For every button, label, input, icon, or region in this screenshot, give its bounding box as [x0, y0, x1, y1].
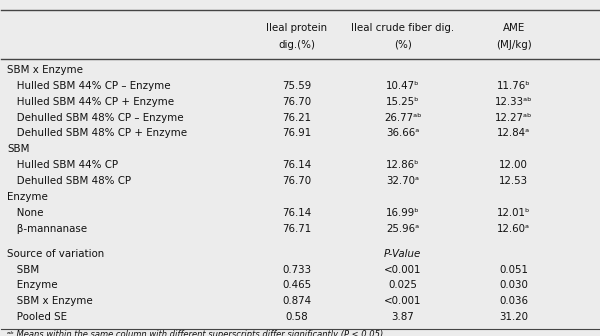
Text: <0.001: <0.001	[384, 264, 421, 275]
Text: β-mannanase: β-mannanase	[7, 224, 88, 234]
Text: 15.25ᵇ: 15.25ᵇ	[386, 97, 419, 107]
Text: 16.99ᵇ: 16.99ᵇ	[386, 208, 419, 218]
Text: 12.86ᵇ: 12.86ᵇ	[386, 160, 419, 170]
Text: Ileal protein: Ileal protein	[266, 23, 328, 33]
Text: Dehulled SBM 48% CP – Enzyme: Dehulled SBM 48% CP – Enzyme	[7, 113, 184, 123]
Text: 76.21: 76.21	[283, 113, 311, 123]
Text: 0.874: 0.874	[283, 296, 311, 306]
Text: (MJ/kg): (MJ/kg)	[496, 40, 532, 50]
Text: Pooled SE: Pooled SE	[7, 312, 67, 322]
Text: Enzyme: Enzyme	[7, 281, 58, 291]
Text: Hulled SBM 44% CP: Hulled SBM 44% CP	[7, 160, 118, 170]
Text: 76.70: 76.70	[283, 97, 311, 107]
Text: dig.(%): dig.(%)	[278, 40, 316, 50]
Text: Dehulled SBM 48% CP: Dehulled SBM 48% CP	[7, 176, 131, 186]
Text: 0.733: 0.733	[283, 264, 311, 275]
Text: SBM x Enzyme: SBM x Enzyme	[7, 65, 83, 75]
Text: Ileal crude fiber dig.: Ileal crude fiber dig.	[351, 23, 454, 33]
Text: 12.33ᵃᵇ: 12.33ᵃᵇ	[495, 97, 533, 107]
Text: 0.58: 0.58	[286, 312, 308, 322]
Text: 0.025: 0.025	[388, 281, 417, 291]
Text: 0.051: 0.051	[499, 264, 529, 275]
Text: ᵃᵇ Means within the same column with different superscripts differ significantly: ᵃᵇ Means within the same column with dif…	[7, 330, 383, 336]
Text: 12.60ᵃ: 12.60ᵃ	[497, 224, 530, 234]
Text: P-Value: P-Value	[384, 249, 421, 259]
Text: 76.14: 76.14	[283, 160, 311, 170]
Text: 12.00: 12.00	[499, 160, 528, 170]
Text: 76.91: 76.91	[283, 128, 311, 138]
Text: 25.96ᵃ: 25.96ᵃ	[386, 224, 419, 234]
Text: None: None	[7, 208, 44, 218]
Text: SBM x Enzyme: SBM x Enzyme	[7, 296, 93, 306]
Text: AME: AME	[503, 23, 525, 33]
Text: 12.27ᵃᵇ: 12.27ᵃᵇ	[495, 113, 532, 123]
Text: Enzyme: Enzyme	[7, 192, 48, 202]
Text: 3.87: 3.87	[391, 312, 414, 322]
Text: 75.59: 75.59	[283, 81, 311, 91]
Text: 26.77ᵃᵇ: 26.77ᵃᵇ	[384, 113, 421, 123]
Text: 36.66ᵃ: 36.66ᵃ	[386, 128, 419, 138]
Text: 0.465: 0.465	[283, 281, 311, 291]
Text: 76.70: 76.70	[283, 176, 311, 186]
Text: 11.76ᵇ: 11.76ᵇ	[497, 81, 530, 91]
Text: SBM: SBM	[7, 144, 30, 155]
Text: 76.71: 76.71	[283, 224, 311, 234]
Text: 0.030: 0.030	[499, 281, 528, 291]
Text: 12.84ᵃ: 12.84ᵃ	[497, 128, 530, 138]
Text: 12.01ᵇ: 12.01ᵇ	[497, 208, 530, 218]
Text: Hulled SBM 44% CP + Enzyme: Hulled SBM 44% CP + Enzyme	[7, 97, 175, 107]
Text: 31.20: 31.20	[499, 312, 529, 322]
Text: 32.70ᵃ: 32.70ᵃ	[386, 176, 419, 186]
Text: (%): (%)	[394, 40, 412, 50]
Text: Dehulled SBM 48% CP + Enzyme: Dehulled SBM 48% CP + Enzyme	[7, 128, 187, 138]
Text: 12.53: 12.53	[499, 176, 529, 186]
Text: 76.14: 76.14	[283, 208, 311, 218]
Text: 0.036: 0.036	[499, 296, 529, 306]
Text: 10.47ᵇ: 10.47ᵇ	[386, 81, 419, 91]
Text: <0.001: <0.001	[384, 296, 421, 306]
Text: SBM: SBM	[7, 264, 40, 275]
Text: Source of variation: Source of variation	[7, 249, 104, 259]
Text: Hulled SBM 44% CP – Enzyme: Hulled SBM 44% CP – Enzyme	[7, 81, 171, 91]
